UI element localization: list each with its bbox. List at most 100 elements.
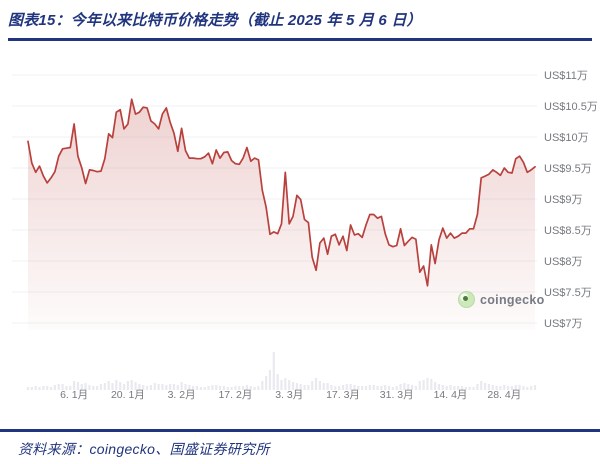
volume-bar — [226, 387, 229, 390]
volume-bar — [142, 385, 145, 390]
price-area-chart-canvas: US$11万 US$10.5万 US$10万 US$9.5万 US$9万 US$8.5万 U… — [12, 70, 598, 401]
volume-bar — [368, 385, 371, 390]
volume-bar — [103, 383, 106, 390]
volume-bar — [410, 385, 414, 390]
volume-bar — [372, 385, 375, 390]
volume-bar — [30, 387, 33, 390]
volume-bar — [199, 387, 202, 390]
volume-bar — [407, 384, 410, 390]
volume-bar — [491, 385, 494, 390]
volume-bar — [299, 384, 302, 390]
volume-bar — [460, 386, 464, 390]
volume-bar — [111, 383, 114, 390]
volume-bar — [483, 383, 487, 390]
volume-bar — [165, 385, 168, 390]
volume-bar — [334, 386, 337, 390]
x-axis-label: 17. 3月 — [326, 389, 360, 401]
volume-bar — [284, 378, 287, 390]
volume-bar — [46, 386, 49, 390]
volume-bar — [345, 384, 348, 390]
volume-bar — [169, 384, 172, 390]
volume-bar — [499, 386, 502, 390]
volume-bar — [122, 384, 126, 390]
volume-bar — [430, 379, 433, 390]
volume-bar — [314, 378, 318, 390]
volume-bar — [188, 385, 191, 390]
volume-bar — [384, 385, 387, 390]
volume-bar — [476, 384, 479, 390]
y-axis-label: US$11万 — [544, 70, 588, 82]
volume-bar — [330, 385, 333, 390]
report-header: 图表15：今年以来比特币价格走势（截止 2025 年 5 月 6 日） — [0, 0, 600, 41]
coingecko-gecko-icon — [458, 291, 475, 308]
volume-bar — [65, 386, 68, 390]
volume-bar — [134, 382, 137, 390]
x-axis-label: 20. 1月 — [111, 389, 145, 401]
volume-bar — [376, 386, 379, 390]
volume-bar — [353, 385, 356, 390]
volume-bar — [510, 386, 514, 390]
volume-bar — [361, 386, 364, 390]
volume-bar — [522, 386, 525, 390]
volume-bar — [130, 380, 133, 390]
figure-title: 图表15：今年以来比特币价格走势（截止 2025 年 5 月 6 日） — [8, 12, 422, 29]
x-axis-label: 28. 4月 — [487, 389, 521, 401]
volume-bar — [265, 376, 268, 390]
volume-bar — [57, 384, 60, 390]
volume-bar — [222, 386, 225, 390]
volume-bar — [414, 386, 418, 390]
volume-bar — [184, 384, 187, 390]
volume-bar — [115, 380, 118, 390]
y-axis-label: US$7万 — [544, 318, 583, 330]
volume-bar — [518, 385, 521, 390]
volume-bar — [338, 386, 341, 390]
volume-bar — [530, 386, 533, 390]
volume-bar — [453, 386, 456, 390]
volume-bar — [207, 386, 210, 390]
volume-bar — [307, 385, 310, 390]
volume-bar — [253, 387, 256, 390]
x-axis-label: 3. 2月 — [168, 389, 196, 401]
volume-bar — [49, 387, 53, 390]
coingecko-watermark: coingecko — [458, 291, 545, 308]
volume-bar — [119, 382, 122, 390]
volume-bar — [464, 387, 467, 390]
volume-bar — [268, 370, 272, 390]
volume-bar — [395, 386, 398, 390]
volume-bar — [468, 387, 471, 390]
volume-bar — [418, 381, 421, 390]
y-axis-label: US$8万 — [544, 256, 583, 268]
volume-bar — [326, 383, 329, 390]
volume-bar — [69, 386, 72, 390]
volume-bar — [487, 384, 491, 390]
price-area-fill — [28, 99, 535, 330]
volume-bar — [241, 386, 245, 390]
volume-bar — [445, 386, 448, 390]
y-axis-label: US$10.5万 — [544, 101, 598, 113]
volume-bar — [276, 374, 279, 390]
volume-bar — [311, 381, 314, 390]
volume-bar — [203, 387, 206, 390]
y-axis-label: US$10万 — [544, 132, 589, 144]
volume-bar — [322, 383, 325, 390]
volume-bar — [53, 385, 56, 390]
volume-bar — [426, 378, 429, 390]
volume-bar — [96, 386, 99, 390]
volume-bar — [215, 385, 218, 390]
volume-bar — [80, 384, 83, 390]
volume-bar — [280, 380, 283, 390]
volume-bar — [257, 386, 260, 390]
volume-bar — [457, 386, 460, 390]
x-axis-label: 17. 2月 — [218, 389, 252, 401]
volume-bar — [172, 384, 176, 390]
volume-bar — [61, 384, 64, 390]
volume-bar — [107, 381, 110, 390]
volume-bar — [399, 384, 402, 390]
volume-bar — [249, 386, 252, 390]
volume-bar — [192, 386, 195, 390]
volume-bar — [495, 386, 498, 390]
volume-bar — [34, 386, 37, 390]
volume-bar — [38, 387, 41, 390]
volume-bar — [295, 383, 298, 390]
volume-bar — [349, 384, 352, 390]
